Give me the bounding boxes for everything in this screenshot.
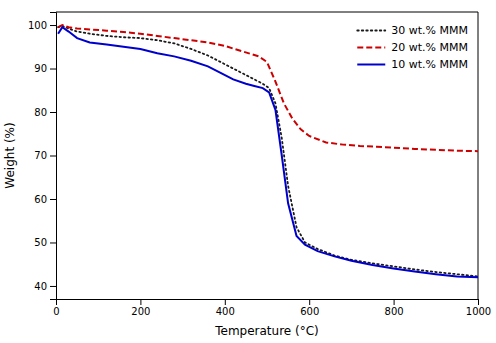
tick: 100 bbox=[28, 20, 56, 31]
series-line bbox=[58, 27, 478, 277]
tick: 800 bbox=[385, 299, 404, 317]
axis-line bbox=[57, 300, 479, 306]
chart: 0 200 400 600 800 1000 40 50 60 70 80 90 100 30 wt.% … bbox=[0, 0, 496, 343]
tick-label: 400 bbox=[216, 306, 235, 317]
legend-label: 10 wt.% MMM bbox=[391, 58, 468, 71]
tick-label: 200 bbox=[131, 306, 150, 317]
frame-right bbox=[478, 12, 479, 299]
lines bbox=[58, 25, 478, 277]
tick-mark bbox=[50, 242, 56, 243]
y-axis-title: Weight (%) bbox=[3, 122, 17, 188]
tick-label: 40 bbox=[34, 281, 47, 292]
tick-label: 1000 bbox=[466, 306, 491, 317]
tick-label: 50 bbox=[34, 237, 47, 248]
legend-item: 10 wt.% MMM bbox=[357, 58, 468, 71]
x-axis: 0 200 400 600 800 1000 bbox=[53, 299, 491, 317]
tick-mark bbox=[225, 299, 226, 305]
tick-label: 60 bbox=[34, 194, 47, 205]
tick-label: 100 bbox=[28, 20, 47, 31]
tick: 80 bbox=[34, 107, 56, 118]
tick-mark bbox=[50, 112, 56, 113]
tick: 400 bbox=[216, 299, 235, 317]
tick-mark bbox=[394, 299, 395, 305]
tick: 70 bbox=[34, 150, 56, 161]
series-line bbox=[58, 25, 478, 151]
tick-mark bbox=[50, 199, 56, 200]
tick: 1000 bbox=[466, 299, 491, 317]
tick: 600 bbox=[300, 299, 319, 317]
y-axis: 40 50 60 70 80 90 100 bbox=[28, 13, 57, 300]
tick-mark bbox=[50, 25, 56, 26]
legend-label: 30 wt.% MMM bbox=[391, 24, 468, 37]
tick-mark bbox=[478, 299, 479, 305]
tick-mark bbox=[50, 286, 56, 287]
legend-swatch bbox=[357, 64, 385, 66]
tick-label: 600 bbox=[300, 306, 319, 317]
tick-mark bbox=[50, 69, 56, 70]
tick-label: 800 bbox=[385, 306, 404, 317]
tick: 50 bbox=[34, 237, 56, 248]
legend-label: 20 wt.% MMM bbox=[391, 41, 468, 54]
legend: 30 wt.% MMM 20 wt.% MMM 10 wt.% MMM bbox=[357, 24, 468, 71]
tick: 40 bbox=[34, 281, 56, 292]
frame-top bbox=[56, 12, 478, 13]
tick-mark bbox=[140, 299, 141, 305]
series-line bbox=[58, 26, 478, 276]
tick-label: 80 bbox=[34, 107, 47, 118]
tick-label: 90 bbox=[34, 63, 47, 74]
legend-item: 20 wt.% MMM bbox=[357, 41, 468, 54]
tick: 90 bbox=[34, 63, 56, 74]
tick: 60 bbox=[34, 194, 56, 205]
tick-mark bbox=[309, 299, 310, 305]
tick: 200 bbox=[131, 299, 150, 317]
tick-mark bbox=[50, 156, 56, 157]
legend-swatch bbox=[357, 30, 385, 32]
plot-area: 0 200 400 600 800 1000 40 50 60 70 80 90 100 30 wt.% … bbox=[28, 12, 491, 317]
tick-label: 70 bbox=[34, 150, 47, 161]
x-axis-title: Temperature (°C) bbox=[214, 324, 319, 338]
tick: 0 bbox=[53, 299, 59, 317]
tick-label: 0 bbox=[53, 306, 59, 317]
legend-swatch bbox=[357, 47, 385, 49]
legend-item: 30 wt.% MMM bbox=[357, 24, 468, 37]
axis-line bbox=[50, 13, 57, 300]
